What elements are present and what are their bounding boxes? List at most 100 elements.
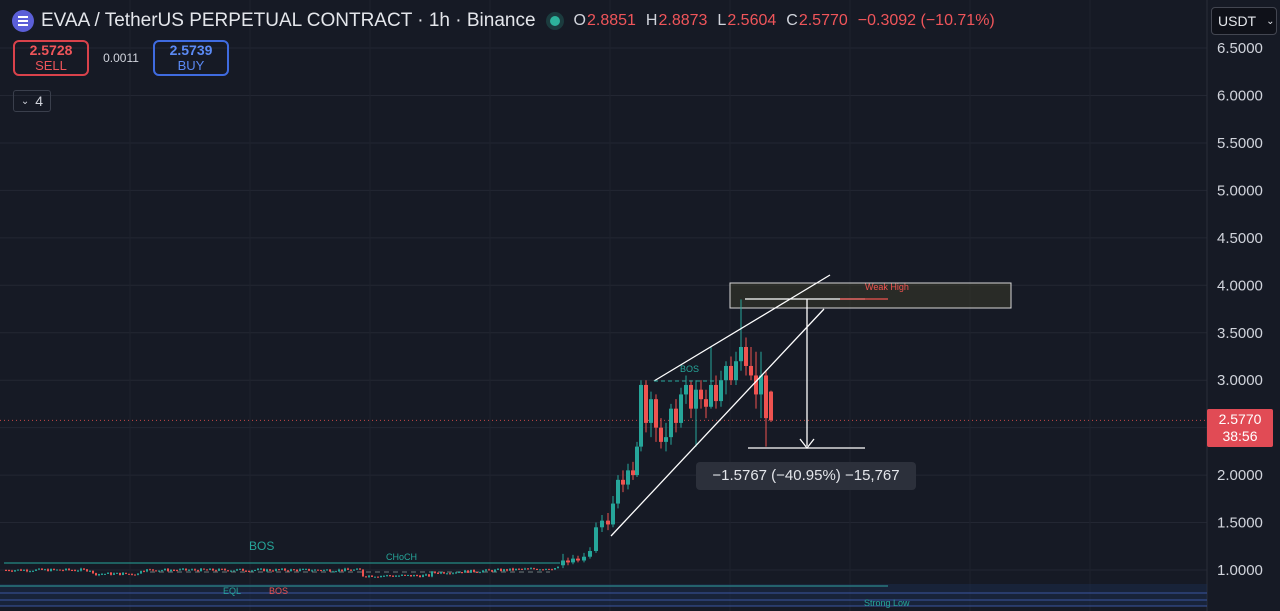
buy-price: 2.5739 xyxy=(169,42,213,58)
symbol-title[interactable]: EVAA / TetherUS PERPETUAL CONTRACT · 1h … xyxy=(41,10,536,31)
candle xyxy=(80,568,82,571)
candle xyxy=(491,570,493,572)
candle xyxy=(576,558,580,561)
candle xyxy=(347,568,349,570)
candle xyxy=(101,573,103,575)
candle xyxy=(119,572,121,575)
candle xyxy=(536,568,538,570)
candle xyxy=(302,568,304,570)
candle xyxy=(8,570,10,572)
candle xyxy=(185,568,187,571)
candle xyxy=(29,571,31,573)
candle xyxy=(152,569,154,571)
candle xyxy=(104,573,106,575)
candle xyxy=(32,570,34,572)
candle xyxy=(611,503,615,525)
candle xyxy=(518,568,520,570)
candle xyxy=(485,569,487,571)
candle xyxy=(5,570,7,571)
price-axis: 6.5000 6.0000 5.5000 5.0000 4.5000 4.0000 3.50… xyxy=(1217,40,1263,579)
candle xyxy=(434,571,436,573)
candle xyxy=(594,527,598,552)
candle xyxy=(200,568,202,572)
candle xyxy=(494,569,496,572)
close-label: C xyxy=(786,12,798,29)
wedge-upper-line xyxy=(653,274,831,382)
candle xyxy=(446,573,448,575)
sell-button[interactable]: 2.5728 SELL xyxy=(13,40,89,76)
candle xyxy=(359,568,361,570)
candle xyxy=(410,574,412,577)
candle xyxy=(649,399,653,423)
candle xyxy=(239,568,241,570)
candle xyxy=(176,570,178,572)
candle xyxy=(14,570,16,572)
candle xyxy=(140,571,142,574)
candle xyxy=(437,572,439,574)
candle xyxy=(65,568,67,571)
currency-select[interactable]: USDT ⌄ xyxy=(1211,7,1277,35)
indicators-count: 4 xyxy=(35,93,44,109)
candle xyxy=(407,574,409,576)
candle xyxy=(689,384,693,409)
candle xyxy=(191,569,193,571)
candle xyxy=(419,575,421,578)
candle xyxy=(170,570,172,572)
candle xyxy=(38,568,40,570)
candle xyxy=(236,569,238,571)
candle xyxy=(635,446,639,476)
price-change: −0.3092 (−10.71%) xyxy=(857,12,995,29)
indicators-toggle-button[interactable]: ⌄ 4 xyxy=(13,90,51,112)
candle xyxy=(674,408,678,423)
candle xyxy=(284,568,286,571)
candle xyxy=(428,574,430,577)
currency-value: USDT xyxy=(1218,13,1257,29)
drawings: Weak High BOS BOS CHoCH EQL BOS Strong Low xyxy=(223,274,910,608)
candle xyxy=(497,568,499,570)
chart-zones xyxy=(0,282,1207,607)
candle xyxy=(422,575,424,578)
candle xyxy=(212,568,214,571)
candle xyxy=(530,568,532,570)
candle xyxy=(293,569,295,571)
current-price-badge: 2.5770 38:56 xyxy=(1207,409,1273,447)
candle xyxy=(134,574,136,576)
open-label: O xyxy=(573,12,586,29)
candle xyxy=(506,569,508,571)
candle xyxy=(272,570,274,572)
candle xyxy=(263,568,265,572)
buy-label: BUY xyxy=(177,58,205,73)
candle xyxy=(89,570,91,572)
candle xyxy=(362,569,364,577)
candle xyxy=(278,569,280,571)
candle xyxy=(53,568,55,570)
candle xyxy=(488,569,490,571)
candle xyxy=(449,573,451,575)
candle xyxy=(533,568,535,570)
candle xyxy=(754,375,758,395)
candle xyxy=(386,575,388,577)
candle xyxy=(59,569,61,571)
spread-value: 0.0011 xyxy=(103,51,139,65)
price-tick-label: 6.5000 xyxy=(1217,40,1263,57)
candle xyxy=(383,575,385,577)
bos-label: BOS xyxy=(269,586,288,596)
candle xyxy=(551,569,553,571)
candle xyxy=(545,568,547,570)
candle xyxy=(149,569,151,571)
candle xyxy=(479,572,481,574)
candle xyxy=(245,570,247,572)
candle xyxy=(398,575,400,577)
buy-button[interactable]: 2.5739 BUY xyxy=(153,40,229,76)
candle xyxy=(669,408,673,438)
candle xyxy=(182,568,184,570)
candle xyxy=(62,570,64,572)
candle xyxy=(353,569,355,571)
candle xyxy=(257,568,259,571)
candle xyxy=(50,568,52,572)
candle xyxy=(704,399,708,407)
candle xyxy=(98,573,100,576)
choch-label: CHoCH xyxy=(386,552,417,562)
high-label: H xyxy=(645,12,658,29)
